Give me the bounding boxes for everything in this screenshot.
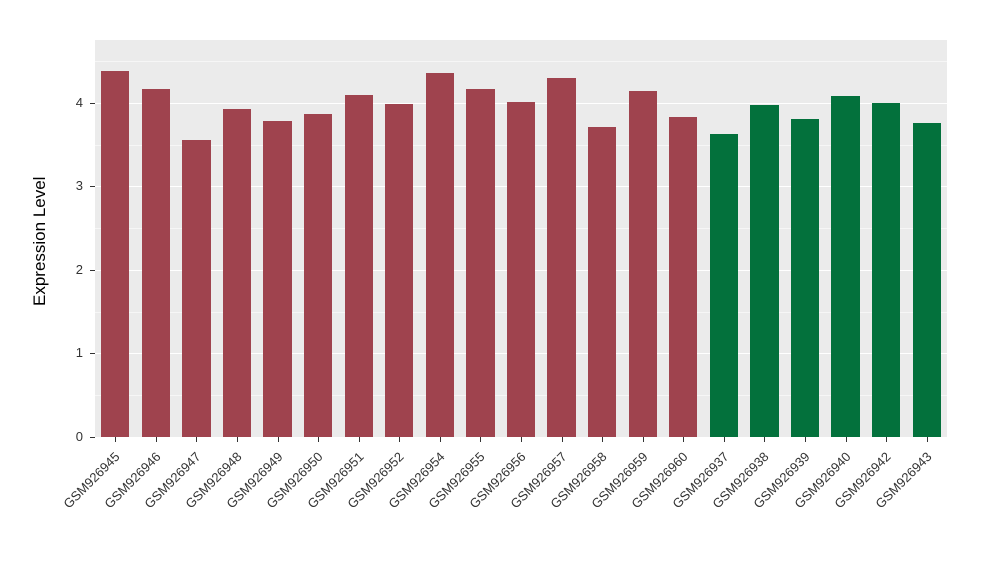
bar [506, 101, 536, 437]
y-tick-mark [90, 437, 95, 438]
y-tick-mark [90, 269, 95, 271]
bar [222, 109, 252, 437]
x-tick-mark [805, 437, 806, 442]
bar [385, 104, 414, 437]
bar [831, 96, 860, 437]
y-tick-mark [90, 186, 95, 188]
y-tick-label: 3 [75, 178, 83, 194]
x-tick-mark [521, 437, 522, 442]
x-tick-mark [480, 437, 482, 442]
bar [750, 105, 779, 437]
bar [263, 121, 292, 437]
y-axis-title: Expression Level [30, 176, 49, 306]
bar [141, 88, 171, 437]
bar [425, 72, 455, 437]
bar [466, 88, 495, 437]
y-tick-label: 0 [75, 429, 83, 444]
bar [790, 118, 820, 437]
y-tick-label: 2 [75, 261, 83, 277]
x-tick-mark [683, 437, 685, 442]
x-tick-mark [723, 437, 725, 442]
bar [182, 140, 211, 437]
x-tick-mark [237, 437, 238, 442]
x-tick-mark [277, 437, 279, 442]
x-tick-mark [439, 437, 441, 442]
y-tick-label: 4 [75, 94, 83, 110]
bar [709, 133, 739, 437]
bar [101, 70, 130, 437]
bar [587, 126, 617, 437]
bar [669, 116, 698, 437]
x-tick-mark [642, 437, 644, 442]
bar [303, 113, 333, 437]
x-tick-mark [196, 437, 198, 442]
x-tick-mark [926, 437, 928, 442]
x-tick-mark [358, 437, 360, 442]
x-tick-mark [399, 437, 401, 442]
bar [344, 95, 373, 437]
bar [912, 122, 941, 437]
y-tick-label: 1 [75, 345, 83, 361]
x-tick-mark [115, 437, 117, 442]
x-tick-mark [886, 437, 888, 442]
x-tick-mark [602, 437, 604, 442]
y-tick-mark [90, 353, 95, 355]
plot-panel [95, 40, 947, 438]
x-tick-mark [845, 437, 847, 442]
bar [871, 102, 901, 437]
x-tick-mark [318, 437, 320, 442]
y-tick-mark [90, 102, 95, 104]
bar [628, 91, 657, 437]
gridline-minor [95, 60, 947, 62]
x-tick-mark [764, 437, 766, 442]
x-tick-mark [155, 437, 157, 442]
x-tick-mark [561, 437, 563, 442]
bar [547, 77, 576, 437]
